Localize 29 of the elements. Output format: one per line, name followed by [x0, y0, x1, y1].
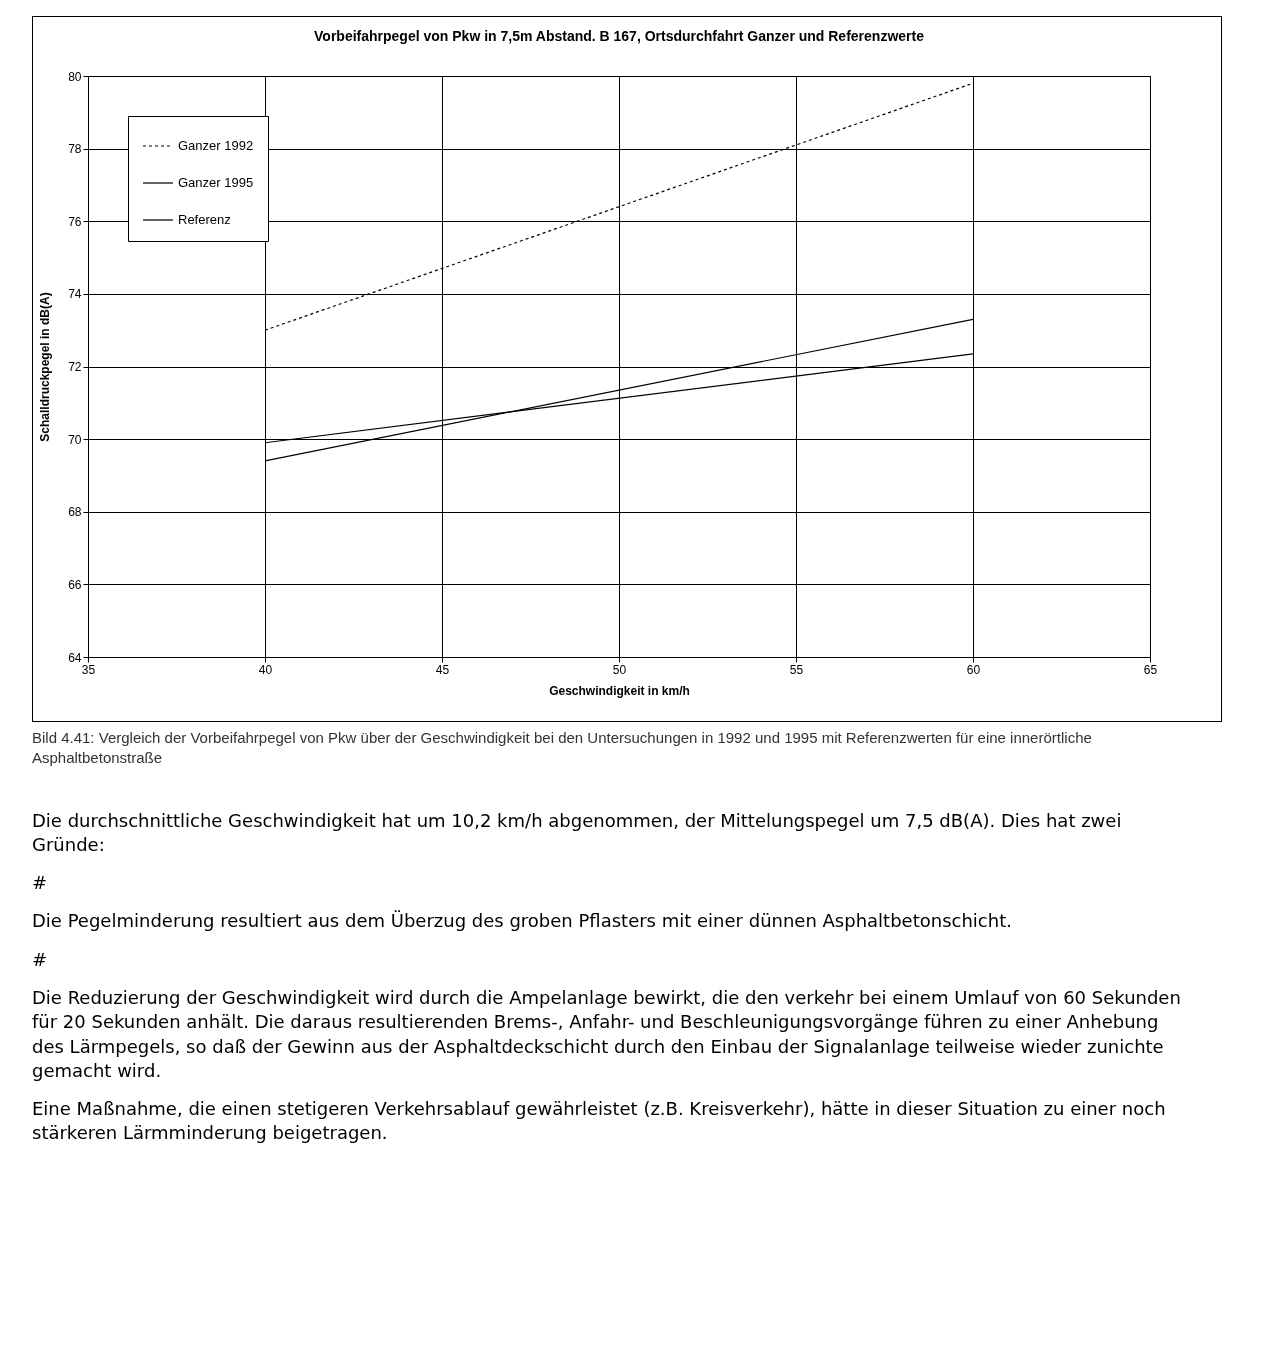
- text: #: [32, 947, 49, 972]
- x-tick-label: 45: [435, 662, 450, 677]
- x-tick-label: 55: [789, 662, 804, 677]
- x-tick-label: 35: [81, 662, 96, 677]
- y-tick-label: 72: [68, 360, 82, 374]
- x-tick-label: 50: [612, 662, 627, 677]
- text: Die durchschnittliche Geschwindigkeit hat um 10,2 km/h abgenommen, der Mittelungspegel um 7,5 dB(A). Dies hat zwei Gründe:: [32, 808, 1123, 857]
- x-tick-label: 60: [966, 662, 981, 677]
- legend-label: Ganzer 1992: [178, 138, 254, 153]
- y-tick-label: 76: [68, 214, 82, 229]
- y-tick-label: 70: [68, 432, 82, 447]
- y-tick-label: 78: [68, 142, 82, 157]
- chart-title: Vorbeifahrpegel von Pkw in 7,5m Abstand. B 167, Ortsdurchfahrt Ganzer und Referenzwerte: [314, 28, 925, 44]
- legend-label: Ganzer 1995: [178, 175, 254, 190]
- x-tick-label: 65: [1143, 662, 1158, 677]
- text: #: [32, 871, 49, 896]
- legend-label: Referenz: [178, 212, 231, 227]
- y-tick-label: 64: [68, 650, 82, 665]
- y-tick-label: 68: [68, 505, 82, 520]
- y-axis-title: Schalldruckpegel in dB(A): [38, 292, 53, 442]
- text: Die Pegelminderung resultiert aus dem Überzug des groben Pflasters mit einer dünnen Asphaltbetonschicht.: [32, 909, 1013, 934]
- x-tick-label: 40: [258, 662, 273, 677]
- text: Bild 4.41: Vergleich der Vorbeifahrpegel von Pkw über der Geschwindigkeit bei den Untersuchungen in 1992 und 1995 mit Referenzwerten für eine innerörtliche Asphaltbetonstraße: [32, 728, 1093, 769]
- text: Eine Maßnahme, die einen stetigeren Verkehrsablauf gewährleistet (z.B. Kreisverkehr), hätte in dieser Situation zu einer noch stärkeren Lärmminderung beigetragen.: [32, 1097, 1167, 1146]
- y-tick-label: 66: [68, 577, 82, 592]
- x-axis-title: Geschwindigkeit in km/h: [549, 683, 690, 698]
- text: Die Reduzierung der Geschwindigkeit wird durch die Ampelanlage bewirkt, die den verkehr bei einem Umlauf von 60 Sekunden für 20 Sekunden anhält. Die daraus resultierenden Brems-, Anfahr- und Beschleunigungsvorgänge führen zu einer Anhebung des Lärmpegels, so daß der Gewinn aus der Asphaltdeckschicht durch den Einbau der Signalanlage teilweise wieder zunichte gemacht wird.: [32, 986, 1182, 1083]
- y-tick-label: 74: [68, 287, 82, 302]
- y-tick-label: 80: [68, 69, 82, 84]
